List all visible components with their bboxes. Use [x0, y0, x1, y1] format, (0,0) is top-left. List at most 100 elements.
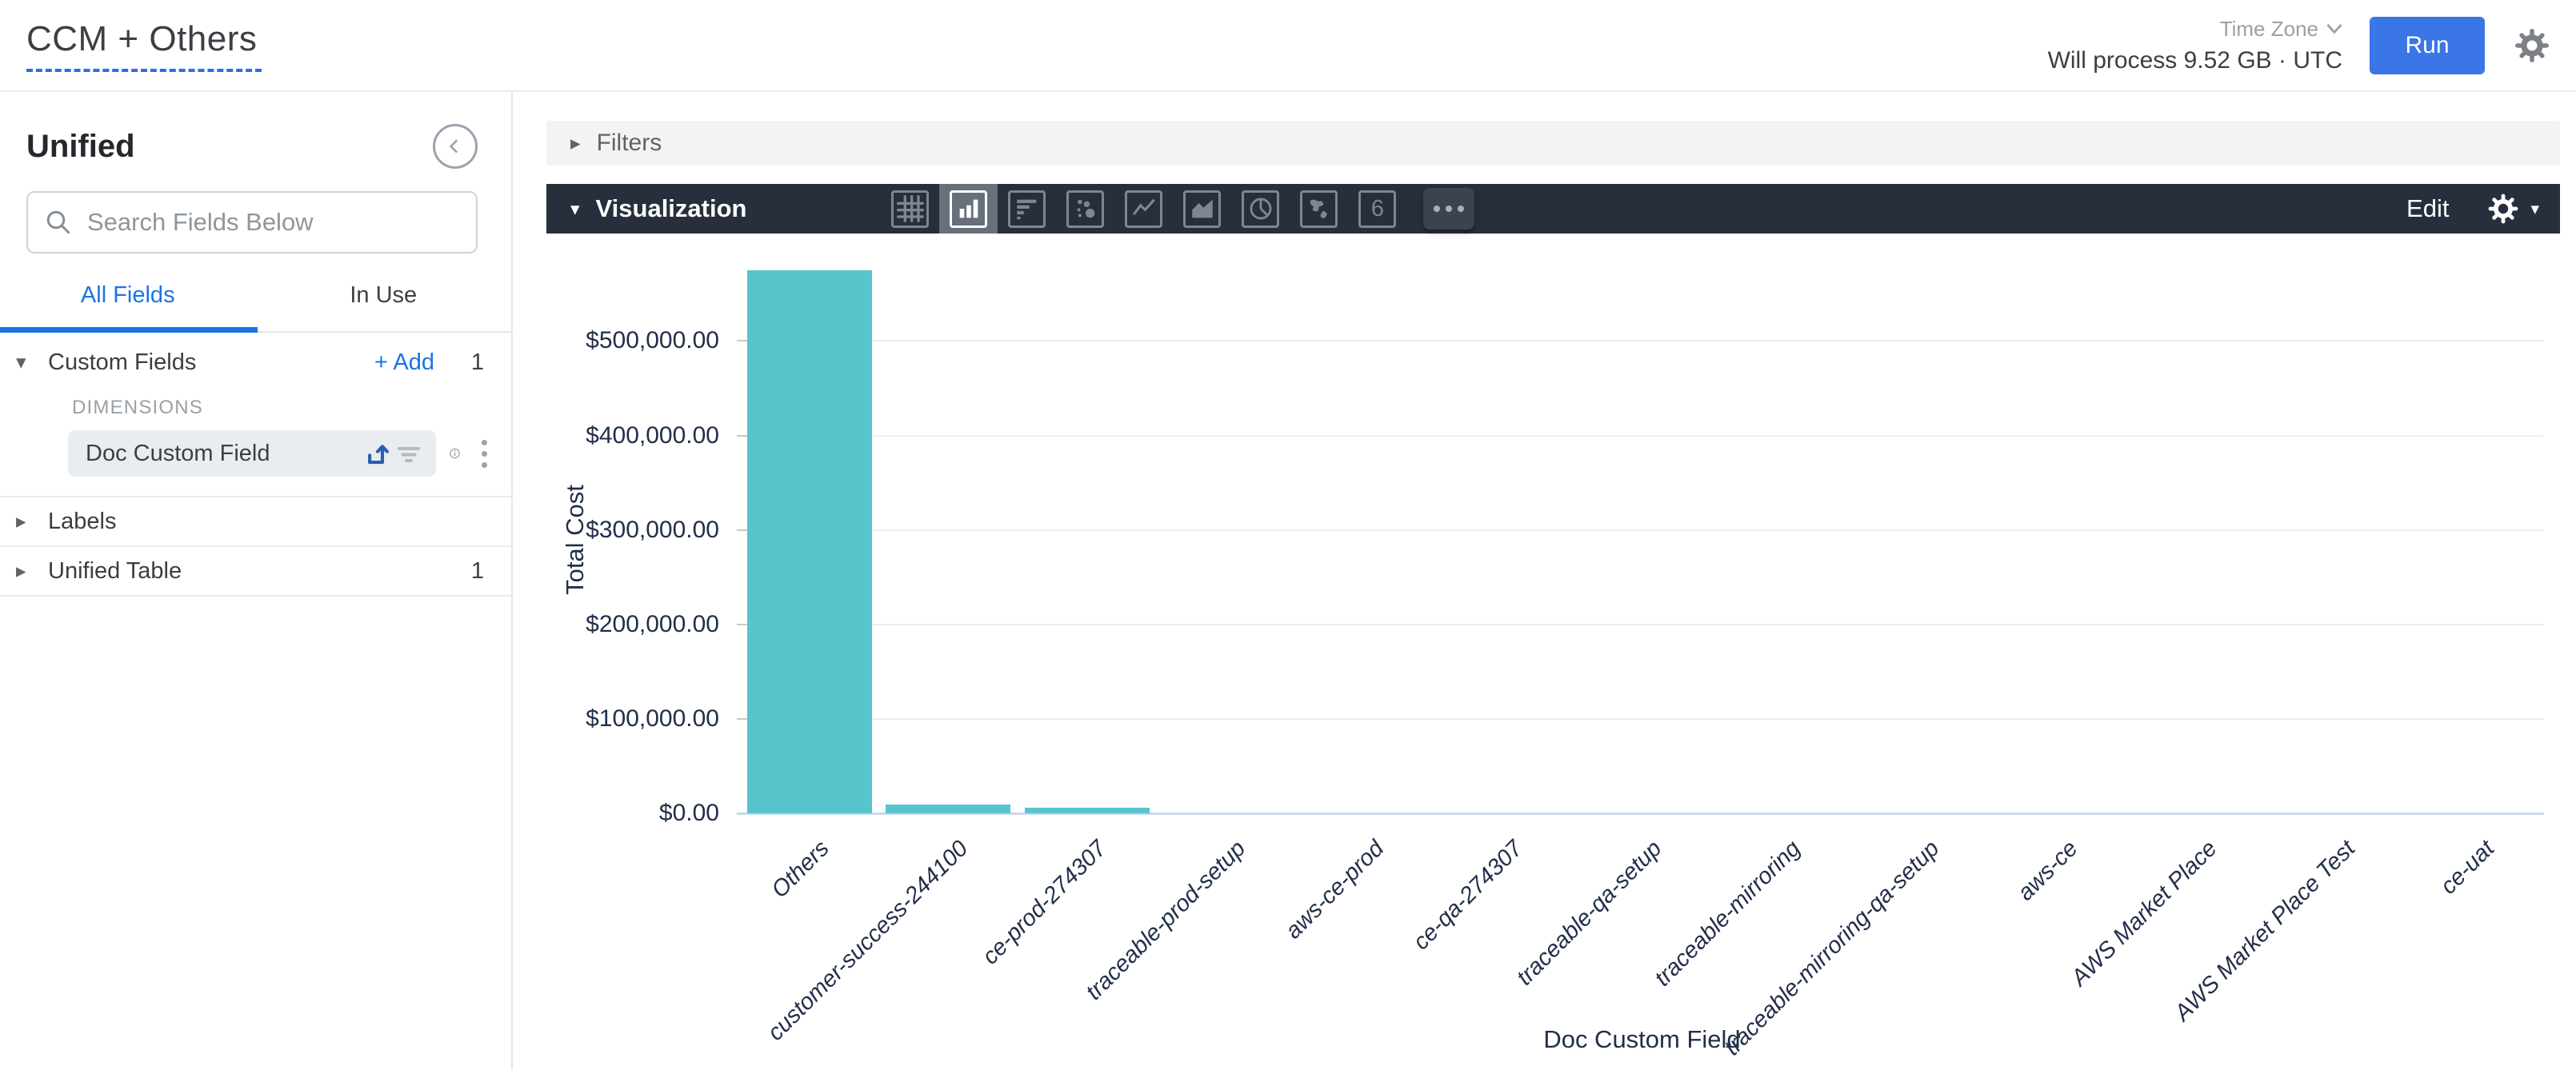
- field-label: Doc Custom Field: [86, 440, 270, 466]
- search-fields-box[interactable]: [26, 191, 478, 254]
- section-count: 1: [470, 349, 484, 375]
- time-zone-label: Time Zone: [2219, 16, 2318, 41]
- more-icon: [1422, 188, 1474, 230]
- add-custom-field-button[interactable]: + Add: [374, 349, 434, 375]
- viz-type-table[interactable]: [881, 184, 939, 234]
- chevron-left-icon: [449, 139, 458, 154]
- section-custom-fields[interactable]: ▾ Custom Fields + Add 1: [0, 336, 511, 389]
- y-tick-mark: [737, 340, 750, 342]
- section-labels[interactable]: ▸ Labels: [0, 497, 511, 545]
- search-input[interactable]: [86, 207, 460, 238]
- time-zone-selector[interactable]: Time Zone: [2220, 17, 2342, 42]
- caret-down-icon[interactable]: ▾: [570, 198, 580, 219]
- caret-down-icon: ▾: [16, 351, 26, 373]
- caret-right-icon: ▸: [570, 132, 581, 154]
- viz-settings-gear-icon[interactable]: [2486, 191, 2521, 226]
- section-label: Custom Fields: [48, 349, 197, 375]
- divider: [0, 595, 511, 597]
- field-doc-custom-field[interactable]: Doc Custom Field: [68, 430, 436, 477]
- divider: [0, 496, 511, 497]
- section-unified-table[interactable]: ▸ Unified Table 1: [0, 547, 511, 595]
- x-tick-label: traceable-prod-setup: [1080, 836, 1250, 1005]
- visualization-toolbar: ▾ Visualization: [546, 184, 2560, 234]
- table-icon: [891, 190, 930, 228]
- pivot-icon[interactable]: [364, 438, 394, 469]
- viz-type-area-chart[interactable]: [1173, 184, 1231, 234]
- viz-type-column-chart[interactable]: [939, 184, 998, 234]
- chevron-down-icon[interactable]: ▾: [2530, 199, 2539, 218]
- dimensions-group-label: DIMENSIONS: [72, 397, 204, 418]
- section-label: Unified Table: [48, 557, 182, 584]
- x-tick-label: ce-qa-274307: [1408, 836, 1528, 956]
- x-tick-label: aws-ce-prod: [1280, 836, 1390, 944]
- x-tick-label: AWS Market Place: [2066, 836, 2222, 992]
- map-icon: [1300, 190, 1338, 228]
- filter-icon[interactable]: [394, 439, 423, 468]
- single-value-icon: 6: [1358, 190, 1397, 228]
- explore-name: Unified: [26, 128, 135, 164]
- top-header: CCM + Others Time Zone Will process 9.52…: [0, 0, 2576, 92]
- tab-in-use[interactable]: In Use: [350, 282, 418, 308]
- section-count: 1: [470, 557, 484, 584]
- page-title[interactable]: CCM + Others: [26, 19, 262, 72]
- y-tick-label: $300,000.00: [586, 516, 719, 543]
- y-tick-mark: [737, 717, 750, 720]
- x-tick-label: ce-prod-274307: [977, 836, 1112, 970]
- run-button[interactable]: Run: [2370, 16, 2485, 74]
- sidebar-tabs: All Fields In Use: [0, 282, 511, 333]
- search-icon: [46, 210, 70, 234]
- x-tick-label: ce-uat: [2435, 836, 2499, 900]
- y-axis-title: Total Cost: [561, 484, 589, 595]
- y-tick-label: $500,000.00: [586, 327, 719, 354]
- viz-type-pie-chart[interactable]: [1231, 184, 1290, 234]
- bar[interactable]: [886, 804, 1011, 813]
- pie-chart-icon: [1242, 190, 1280, 228]
- sidebar: Unified All Fields In Use ▾ Custom Field…: [0, 92, 513, 1070]
- field-row: Doc Custom Field: [68, 430, 495, 477]
- x-tick-label: traceable-qa-setup: [1511, 836, 1667, 991]
- filters-label: Filters: [596, 130, 662, 156]
- viz-type-line-chart[interactable]: [1114, 184, 1173, 234]
- visualization-label: Visualization: [595, 194, 747, 222]
- y-tick-mark: [737, 529, 750, 531]
- x-tick-label: traceable-mirroring: [1649, 836, 1806, 992]
- gridline: [740, 340, 2544, 342]
- info-icon[interactable]: [449, 438, 461, 469]
- tab-all-fields[interactable]: All Fields: [80, 282, 175, 308]
- y-tick-mark: [737, 623, 750, 625]
- main-panel: ▸ Filters ▾ Visualization: [513, 92, 2576, 1070]
- viz-more-button[interactable]: [1419, 184, 1478, 234]
- line-chart-icon: [1125, 190, 1163, 228]
- bar-chart: $0.00 $100,000.00 $200,000.00 $300,000.00 $4…: [513, 234, 2576, 1070]
- scatter-icon: [1066, 190, 1105, 228]
- section-label: Labels: [48, 508, 117, 534]
- gridline: [740, 434, 2544, 437]
- viz-type-scatter[interactable]: [1056, 184, 1114, 234]
- column-chart-icon: [950, 190, 988, 228]
- viz-type-single-value[interactable]: 6: [1348, 184, 1406, 234]
- bar[interactable]: [746, 269, 872, 813]
- x-tick-label: aws-ce: [2012, 836, 2083, 906]
- y-tick-mark: [737, 434, 750, 437]
- gridline: [740, 717, 2544, 720]
- caret-right-icon: ▸: [16, 560, 26, 582]
- collapse-sidebar-button[interactable]: [433, 124, 478, 169]
- y-tick-label: $100,000.00: [586, 705, 719, 732]
- chevron-down-icon: [2326, 24, 2342, 34]
- gridline: [740, 529, 2544, 531]
- y-tick-label: $0.00: [658, 800, 719, 826]
- field-menu-kebab-icon[interactable]: [474, 435, 495, 473]
- gridline: [740, 623, 2544, 625]
- bar-chart-icon: [1008, 190, 1046, 228]
- process-info: Will process 9.52 GB · UTC: [2047, 46, 2342, 74]
- bar[interactable]: [1024, 807, 1150, 813]
- edit-button[interactable]: Edit: [2406, 194, 2450, 222]
- x-axis-line: [737, 812, 2544, 815]
- divider: [0, 545, 511, 547]
- viz-type-bar-chart[interactable]: [998, 184, 1056, 234]
- viz-type-map[interactable]: [1290, 184, 1348, 234]
- area-chart-icon: [1183, 190, 1222, 228]
- settings-gear-icon[interactable]: [2512, 26, 2552, 66]
- x-tick-label: Others: [766, 836, 834, 904]
- filters-bar[interactable]: ▸ Filters: [546, 121, 2560, 166]
